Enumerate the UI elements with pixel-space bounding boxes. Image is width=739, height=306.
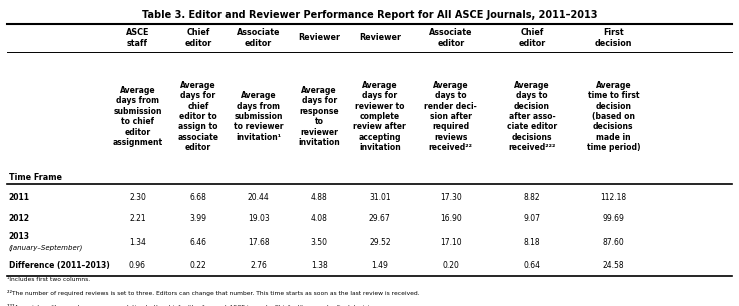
Text: 2.30: 2.30 xyxy=(129,193,146,202)
Text: Average
days for
chief
editor to
assign to
associate
editor: Average days for chief editor to assign … xyxy=(177,81,219,152)
Text: 99.69: 99.69 xyxy=(602,215,624,223)
Text: 6.46: 6.46 xyxy=(189,238,207,247)
Text: 2.21: 2.21 xyxy=(129,215,146,223)
Text: 2013: 2013 xyxy=(9,232,30,241)
Text: 29.52: 29.52 xyxy=(369,238,391,247)
Text: Average
days for
response
to
reviewer
invitation: Average days for response to reviewer in… xyxy=(299,86,340,147)
Text: 0.22: 0.22 xyxy=(190,261,206,270)
Text: (January–September): (January–September) xyxy=(9,244,84,251)
Text: 20.44: 20.44 xyxy=(248,193,270,202)
Text: 1.49: 1.49 xyxy=(372,261,388,270)
Text: First
decision: First decision xyxy=(595,28,632,48)
Text: 2011: 2011 xyxy=(9,193,30,202)
Text: 16.90: 16.90 xyxy=(440,215,462,223)
Text: 17.68: 17.68 xyxy=(248,238,270,247)
Text: 29.67: 29.67 xyxy=(369,215,391,223)
Text: Chief
editor: Chief editor xyxy=(185,28,211,48)
Text: 0.64: 0.64 xyxy=(523,261,541,270)
Text: Associate
editor: Associate editor xyxy=(237,28,280,48)
Text: ASCE
staff: ASCE staff xyxy=(126,28,149,48)
Text: ²²²Associate editors make a recommendation to the chief editor for most ASCE jou: ²²²Associate editors make a recommendati… xyxy=(7,304,382,306)
Text: ²²The number of required reviews is set to three. Editors can change that number: ²²The number of required reviews is set … xyxy=(7,290,420,296)
Text: 17.10: 17.10 xyxy=(440,238,462,247)
Text: 31.01: 31.01 xyxy=(369,193,391,202)
Text: 0.96: 0.96 xyxy=(129,261,146,270)
Text: Average
days from
submission
to chief
editor
assignment: Average days from submission to chief ed… xyxy=(112,86,163,147)
Text: Table 3. Editor and Reviewer Performance Report for All ASCE Journals, 2011–2013: Table 3. Editor and Reviewer Performance… xyxy=(142,10,597,20)
Text: 8.18: 8.18 xyxy=(524,238,540,247)
Text: Chief
editor: Chief editor xyxy=(519,28,545,48)
Text: 0.20: 0.20 xyxy=(443,261,459,270)
Text: Average
days for
reviewer to
complete
review after
accepting
invitation: Average days for reviewer to complete re… xyxy=(353,81,406,152)
Text: 87.60: 87.60 xyxy=(602,238,624,247)
Text: 9.07: 9.07 xyxy=(523,215,541,223)
Text: 6.68: 6.68 xyxy=(190,193,206,202)
Text: Reviewer: Reviewer xyxy=(359,33,401,43)
Text: 4.88: 4.88 xyxy=(311,193,327,202)
Text: 2.76: 2.76 xyxy=(251,261,267,270)
Text: 1.34: 1.34 xyxy=(129,238,146,247)
Text: 19.03: 19.03 xyxy=(248,215,270,223)
Text: ¹Includes first two columns.: ¹Includes first two columns. xyxy=(7,277,90,282)
Text: Average
days to
render deci-
sion after
required
reviews
received²²: Average days to render deci- sion after … xyxy=(424,81,477,152)
Text: 8.82: 8.82 xyxy=(524,193,540,202)
Text: Associate
editor: Associate editor xyxy=(429,28,472,48)
Text: Average
days from
submission
to reviewer
invitation¹: Average days from submission to reviewer… xyxy=(234,91,283,142)
Text: 112.18: 112.18 xyxy=(600,193,627,202)
Text: 3.99: 3.99 xyxy=(189,215,207,223)
Text: 3.50: 3.50 xyxy=(310,238,328,247)
Text: 4.08: 4.08 xyxy=(311,215,327,223)
Text: Difference (2011–2013): Difference (2011–2013) xyxy=(9,261,109,270)
Text: Reviewer: Reviewer xyxy=(299,33,340,43)
Text: Average
days to
decision
after asso-
ciate editor
decisions
received²²²: Average days to decision after asso- cia… xyxy=(507,81,557,152)
Text: 1.38: 1.38 xyxy=(311,261,327,270)
Text: 24.58: 24.58 xyxy=(602,261,624,270)
Text: 2012: 2012 xyxy=(9,215,30,223)
Text: Time Frame: Time Frame xyxy=(9,174,62,182)
Text: Average
time to first
decision
(based on
decisions
made in
time period): Average time to first decision (based on… xyxy=(587,81,640,152)
Text: 17.30: 17.30 xyxy=(440,193,462,202)
